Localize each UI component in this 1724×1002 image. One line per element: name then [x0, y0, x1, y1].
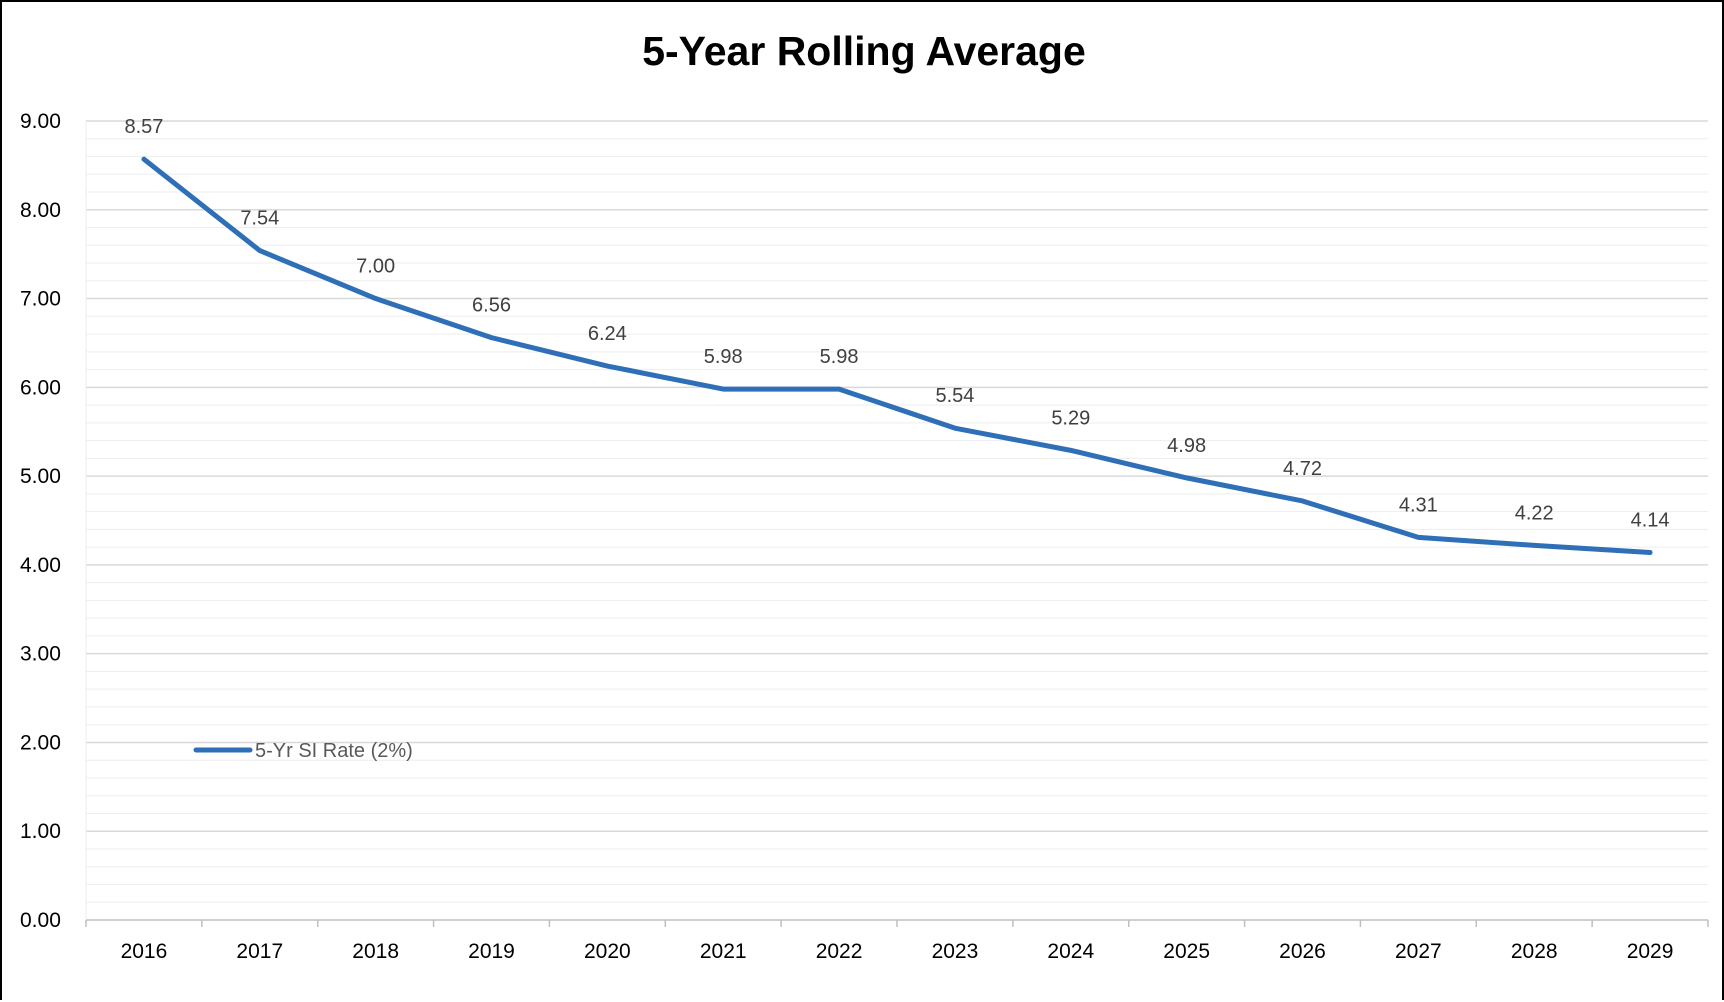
- chart-title: 5-Year Rolling Average: [642, 28, 1086, 74]
- x-tick-label: 2020: [584, 940, 631, 963]
- major-gridlines: [86, 120, 1708, 832]
- y-tick-label: 5.00: [20, 465, 61, 488]
- series-line[interactable]: [141, 156, 1653, 555]
- data-label: 5.29: [1051, 407, 1090, 429]
- data-label: 5.98: [704, 346, 743, 368]
- y-tick-label: 1.00: [20, 820, 61, 843]
- x-tick-label: 2029: [1627, 940, 1674, 963]
- data-labels: 8.57 7.54 7.00 6.56 6.24 5.98 5.98 5.54 5.29 4.98…: [124, 116, 1669, 531]
- y-tick-label: 4.00: [20, 554, 61, 577]
- y-tick-label: 9.00: [20, 110, 61, 133]
- data-label: 6.56: [472, 295, 511, 317]
- y-tick-label: 8.00: [20, 199, 61, 222]
- data-label: 8.57: [124, 116, 163, 138]
- data-label: 4.22: [1515, 502, 1554, 524]
- data-label: 7.00: [356, 256, 395, 278]
- legend-label: 5-Yr SI Rate (2%): [255, 740, 413, 762]
- series-group: [141, 156, 1653, 555]
- data-label: 4.14: [1631, 509, 1670, 531]
- x-tick-label: 2026: [1279, 940, 1326, 963]
- y-tick-label: 0.00: [20, 909, 61, 932]
- axes: [85, 121, 1709, 927]
- x-tick-label: 2025: [1163, 940, 1210, 963]
- y-tick-label: 2.00: [20, 731, 61, 754]
- x-tick-label: 2018: [352, 940, 399, 963]
- y-tick-label: 3.00: [20, 643, 61, 666]
- x-tick-label: 2017: [236, 940, 283, 963]
- x-axis-ticks: 2016 2017 2018 2019 2020 2021 2022 2023 2024 2025…: [121, 940, 1674, 963]
- data-label: 4.31: [1399, 494, 1438, 516]
- data-label: 4.72: [1283, 458, 1322, 480]
- x-tick-label: 2022: [816, 940, 863, 963]
- x-tick-label: 2024: [1047, 940, 1094, 963]
- x-tick-label: 2023: [932, 940, 979, 963]
- data-label: 6.24: [588, 323, 627, 345]
- y-tick-label: 6.00: [20, 376, 61, 399]
- x-tick-label: 2021: [700, 940, 747, 963]
- minor-gridlines: [86, 138, 1708, 903]
- y-axis-ticks: 0.00 1.00 2.00 3.00 4.00 5.00 6.00 7.00 8.00 9.00: [20, 110, 61, 932]
- data-label: 5.54: [935, 385, 974, 407]
- data-label: 4.98: [1167, 435, 1206, 457]
- x-tick-label: 2027: [1395, 940, 1442, 963]
- data-label: 7.54: [240, 208, 279, 230]
- data-label: 5.98: [820, 346, 859, 368]
- x-tick-label: 2016: [121, 940, 168, 963]
- x-tick-label: 2028: [1511, 940, 1558, 963]
- y-tick-label: 7.00: [20, 288, 61, 311]
- x-tick-label: 2019: [468, 940, 515, 963]
- legend[interactable]: 5-Yr SI Rate (2%): [193, 740, 413, 762]
